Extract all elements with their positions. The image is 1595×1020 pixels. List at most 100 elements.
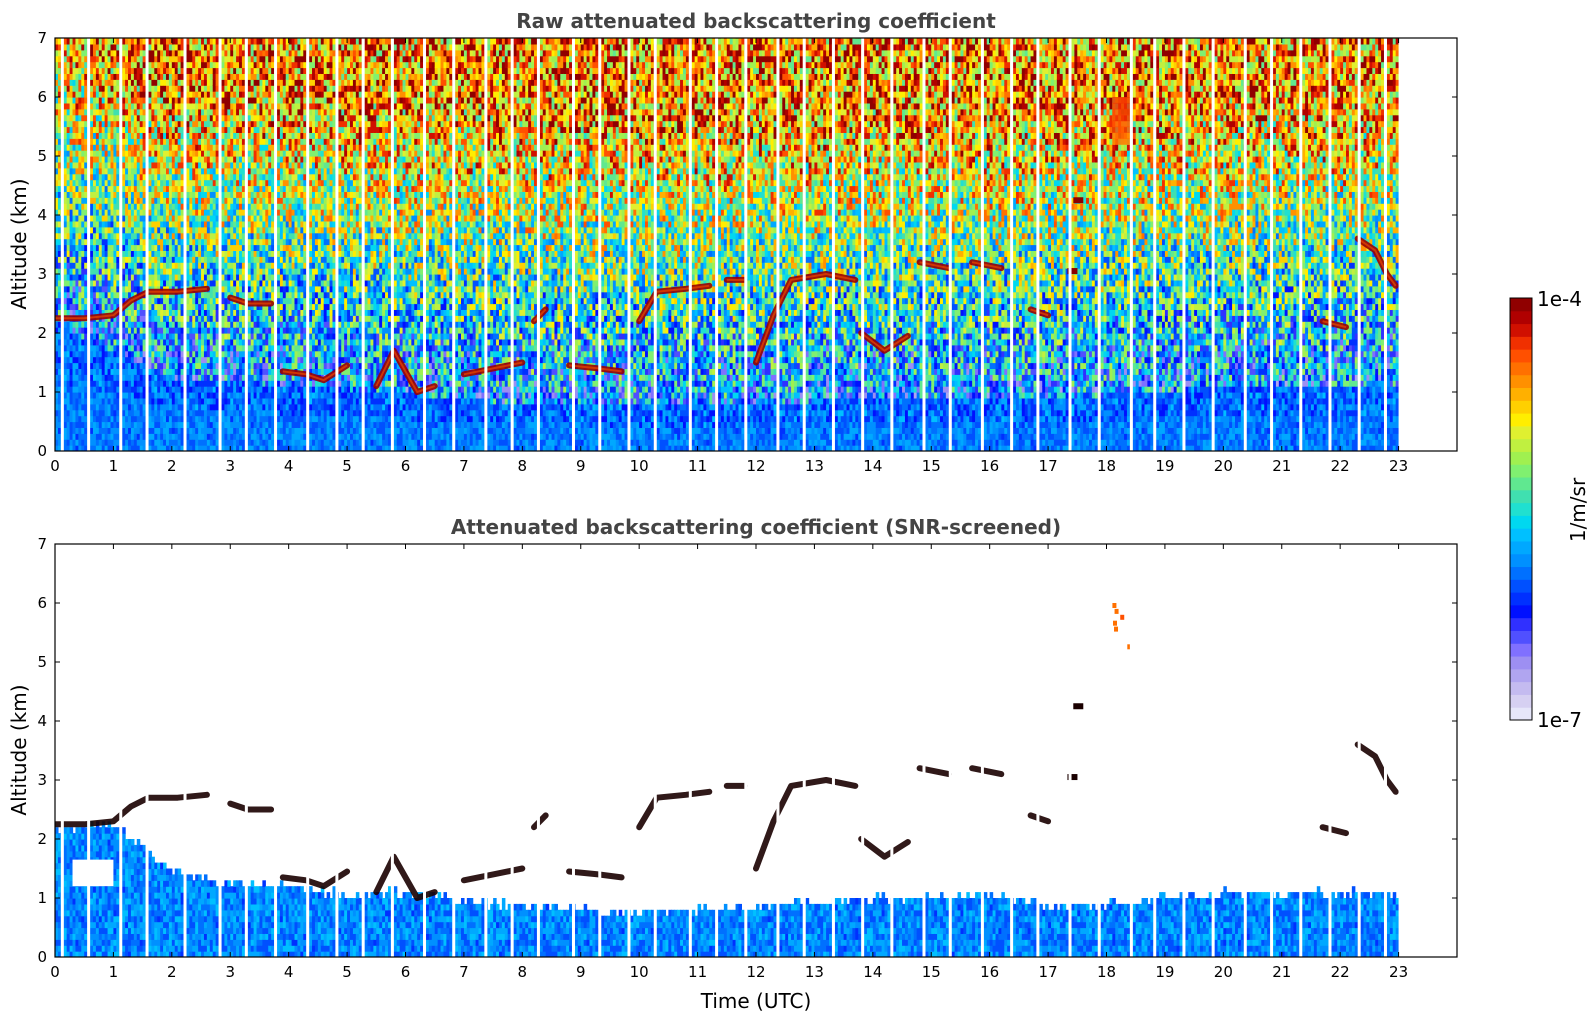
backscatter-cell	[101, 297, 106, 305]
backscatter-cell	[142, 209, 147, 216]
backscatter-cell	[148, 397, 152, 405]
backscatter-cell	[116, 268, 120, 275]
backscatter-cell	[165, 250, 170, 257]
backscatter-cell	[90, 108, 94, 116]
backscatter-cell	[72, 244, 77, 251]
backscatter-cell	[101, 226, 106, 234]
backscatter-cell	[133, 238, 138, 246]
backscatter-cell	[116, 250, 120, 257]
backscatter-cell	[168, 220, 173, 228]
backscatter-cell	[92, 226, 97, 234]
backscatter-cell	[66, 392, 71, 399]
backscatter-cell	[57, 415, 62, 423]
backscatter-cell	[95, 380, 100, 387]
backscatter-cell	[122, 256, 126, 263]
backscatter-cell	[92, 150, 97, 157]
backscatter-cell	[113, 439, 117, 446]
backscatter-cell	[75, 132, 79, 139]
backscatter-cell	[78, 415, 82, 423]
backscatter-cell	[122, 333, 126, 340]
backscatter-cell	[110, 144, 115, 151]
backscatter-cell	[136, 120, 141, 128]
backscatter-cell	[165, 421, 170, 428]
backscatter-cell	[139, 421, 144, 428]
backscatter-cell	[57, 226, 62, 234]
backscatter-cell	[168, 344, 173, 352]
backscatter-cell	[69, 368, 74, 375]
backscatter-cell	[78, 114, 82, 122]
backscatter-cell	[81, 85, 85, 92]
backscatter-cell	[154, 268, 158, 275]
backscatter-cell	[142, 309, 147, 316]
backscatter-cell	[148, 191, 152, 198]
backscatter-cell	[154, 327, 158, 334]
backscatter-cell	[157, 79, 161, 86]
backscatter-cell	[78, 79, 82, 86]
backscatter-cell	[113, 403, 117, 411]
backscatter-cell	[92, 333, 97, 340]
backscatter-cell	[66, 338, 71, 346]
backscatter-cell	[78, 185, 82, 192]
backscatter-cell	[110, 256, 115, 263]
backscatter-cell	[92, 303, 97, 310]
backscatter-cell	[136, 150, 141, 157]
backscatter-cell	[69, 262, 74, 269]
backscatter-cell	[104, 303, 109, 310]
backscatter-cell	[84, 215, 88, 222]
backscatter-cell	[113, 132, 117, 139]
backscatter-cell	[136, 297, 141, 305]
backscatter-cell	[72, 303, 77, 310]
backscatter-cell	[122, 338, 126, 346]
backscatter-cell	[110, 356, 115, 364]
backscatter-cell	[72, 79, 77, 86]
backscatter-cell	[154, 250, 158, 257]
backscatter-cell	[148, 61, 152, 69]
backscatter-cell	[75, 303, 79, 310]
backscatter-cell	[113, 61, 117, 69]
backscatter-cell	[136, 392, 141, 399]
backscatter-cell	[163, 309, 167, 316]
backscatter-cell	[69, 421, 74, 428]
backscatter-cell	[101, 238, 106, 246]
backscatter-cell	[168, 274, 173, 281]
backscatter-cell	[142, 439, 147, 446]
backscatter-cell	[63, 215, 68, 222]
backscatter-cell	[168, 108, 173, 116]
backscatter-cell	[160, 250, 164, 257]
backscatter-cell	[133, 262, 138, 269]
backscatter-cell	[95, 179, 100, 187]
backscatter-cell	[57, 274, 62, 281]
backscatter-cell	[151, 61, 155, 69]
backscatter-cell	[122, 232, 126, 240]
backscatter-cell	[168, 262, 173, 269]
backscatter-cell	[128, 67, 132, 74]
backscatter-cell	[125, 327, 129, 334]
backscatter-cell	[57, 244, 62, 251]
backscatter-cell	[142, 67, 147, 74]
backscatter-cell	[168, 126, 173, 133]
backscatter-cell	[72, 49, 77, 57]
backscatter-cell	[55, 49, 59, 57]
backscatter-cell	[104, 173, 109, 181]
backscatter-cell	[110, 362, 115, 369]
backscatter-cell	[101, 368, 106, 375]
backscatter-cell	[90, 161, 94, 169]
backscatter-cell	[154, 386, 158, 393]
backscatter-cell	[160, 167, 164, 175]
backscatter-cell	[84, 67, 88, 74]
backscatter-cell	[110, 197, 115, 204]
backscatter-cell	[107, 209, 112, 216]
backscatter-cell	[122, 368, 126, 375]
backscatter-cell	[136, 97, 141, 104]
backscatter-cell	[142, 203, 147, 210]
backscatter-cell	[95, 250, 100, 257]
backscatter-cell	[165, 327, 170, 334]
backscatter-cell	[133, 274, 138, 281]
backscatter-cell	[151, 126, 155, 133]
backscatter-cell	[90, 126, 94, 133]
backscatter-cell	[98, 61, 103, 69]
backscatter-cell	[148, 374, 152, 381]
backscatter-cell	[107, 73, 112, 80]
backscatter-cell	[113, 38, 117, 45]
backscatter-cell	[57, 85, 62, 92]
